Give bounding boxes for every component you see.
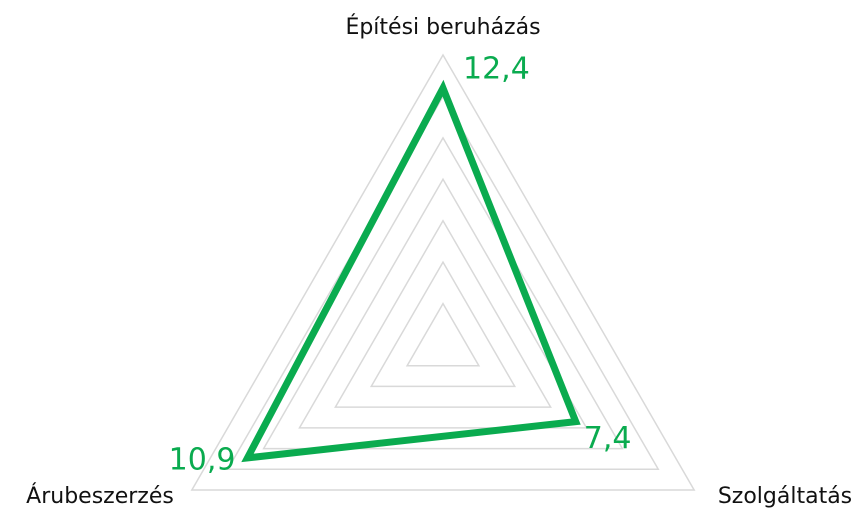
grid-ring <box>405 302 481 367</box>
grid-ring <box>262 136 624 450</box>
category-label: Árubeszerzés <box>26 483 174 509</box>
value-label: 7,4 <box>584 421 632 456</box>
grid-ring <box>298 177 588 429</box>
category-label: Szolgáltatás <box>718 484 852 509</box>
value-label: 12,4 <box>463 52 530 87</box>
grid-ring <box>190 53 696 491</box>
grid-ring <box>334 219 552 408</box>
grid-ring <box>369 260 517 388</box>
category-label: Építési beruházás <box>345 14 540 40</box>
grid-ring <box>226 94 660 471</box>
value-label: 10,9 <box>169 442 236 477</box>
series-line <box>241 79 581 463</box>
